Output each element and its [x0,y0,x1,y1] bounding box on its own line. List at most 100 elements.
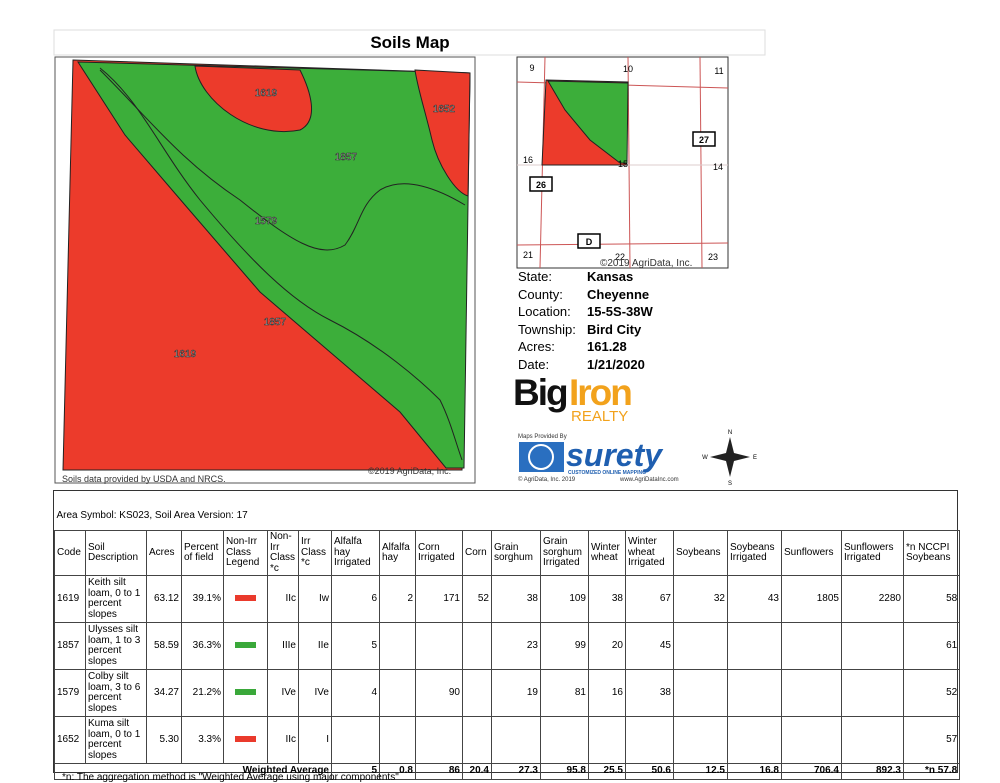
weighted-row: Weighted Average 5 0.8 86 20.4 27.3 95.8 25.5 50… [54,763,961,780]
cell [379,669,416,717]
weighted-value: 0.8 [379,763,416,780]
cell [673,669,728,717]
column-header: Non-Irr Class Legend [223,530,268,576]
road-label: 27 [699,135,709,145]
data-row: 1619 Keith silt loam, 0 to 1 percent slop… [54,575,961,623]
weighted-value: 86 [415,763,463,780]
cell: 3.3% [181,716,224,764]
data-row: 1579 Colby silt loam, 3 to 6 percent slop… [54,669,961,717]
cell: 34.27 [146,669,182,717]
info-value: 15-5S-38W [587,304,653,319]
cell [540,716,589,764]
soil-label: 1652 [433,104,456,115]
column-header: *n NCCPI Soybeans [902,530,961,576]
cell: 67 [625,575,674,623]
legend-cell [223,669,268,717]
road-label: D [586,237,593,247]
weighted-label: Weighted Average [54,763,332,780]
cell: IIc [267,575,299,623]
legend-cell [223,716,268,764]
soil-red [414,69,471,197]
cell: Colby silt loam, 3 to 6 percent slopes [85,669,147,717]
compass-e: E [753,455,757,461]
road-label: 26 [536,180,546,190]
cell [781,622,842,670]
info-row: Township: Bird City [518,321,653,339]
compass [710,437,750,477]
table: Area Symbol: KS023, Soil Area Version: 1… [54,491,961,780]
cell [625,716,674,764]
map-copyright: ©2019 AgriData, Inc. [368,466,451,476]
logo-realty: REALTY [571,408,628,425]
cell: 57 [902,716,961,764]
info-value: 161.28 [587,339,627,354]
cell [331,716,380,764]
cell [727,622,782,670]
logo-big: Big [513,372,567,413]
section-label: 21 [523,250,533,260]
legend-swatch [235,641,256,648]
column-header: Sunflowers [781,530,842,576]
footnote: *n: The aggregation method is "Weighted … [62,772,399,783]
compass-n: N [728,430,732,436]
cell: 1579 [54,669,86,717]
cell [379,716,416,764]
weighted-value: 706.4 [781,763,842,780]
column-header: Irr Class *c [298,530,332,576]
section-label: 14 [713,162,723,172]
column-header: Non-Irr Class *c [267,530,299,576]
cell [673,622,728,670]
column-header: Sunflowers Irrigated [841,530,904,576]
info-label: Date: [518,356,550,372]
cell [491,716,541,764]
column-header: Corn Irrigated [415,530,463,576]
column-header: Grain sorghum [491,530,541,576]
cell: 52 [902,669,961,717]
surety-tagline: CUSTOMIZED ONLINE MAPPING [568,470,646,476]
cell: Ulysses silt loam, 1 to 3 percent slopes [85,622,147,670]
column-header: Alfalfa hay [379,530,416,576]
info-label: Location: [518,304,571,319]
cell [781,716,842,764]
cell: IIe [298,622,332,670]
soil-label: 1619 [174,349,197,360]
cell: 1652 [54,716,86,764]
cell: 32 [673,575,728,623]
cell: 21.2% [181,669,224,717]
weighted-value: 892.3 [841,763,904,780]
column-header: Winter wheat Irrigated [625,530,674,576]
compass-s: S [728,481,732,487]
column-header: Soybeans Irrigated [727,530,782,576]
info-row: Location: 15-5S-38W [518,303,653,321]
cell: 5.30 [146,716,182,764]
cell: Keith silt loam, 0 to 1 percent slopes [85,575,147,623]
section-label: 22 [615,252,625,262]
info-row: Date: 1/21/2020 [518,356,653,374]
cell [841,669,904,717]
cell [727,669,782,717]
compass-w: W [702,455,708,461]
cell [462,622,492,670]
cell: 1619 [54,575,86,623]
info-row: Acres: 161.28 [518,338,653,356]
weighted-value: 50.6 [625,763,674,780]
column-header: Grain sorghum Irrigated [540,530,589,576]
road [699,56,703,269]
cell: 19 [491,669,541,717]
soil-boundary [99,67,463,461]
source-note: Soils data provided by USDA and NRCS. [62,474,226,484]
cell: 43 [727,575,782,623]
column-header: Soil Description [85,530,147,576]
inset-copyright: ©2019 AgriData, Inc. [600,258,692,269]
info-label: Acres: [518,339,555,354]
cell [781,669,842,717]
soil-label: 1579 [255,216,278,227]
info-row: State: Kansas [518,268,653,286]
cell: 2 [379,575,416,623]
cell: 6 [331,575,380,623]
column-header: Code [54,530,86,576]
inset-green [547,80,629,164]
cell: 61 [902,622,961,670]
weighted-value: 25.5 [588,763,626,780]
area-symbol: Area Symbol: KS023, Soil Area Version: 1… [56,509,248,521]
